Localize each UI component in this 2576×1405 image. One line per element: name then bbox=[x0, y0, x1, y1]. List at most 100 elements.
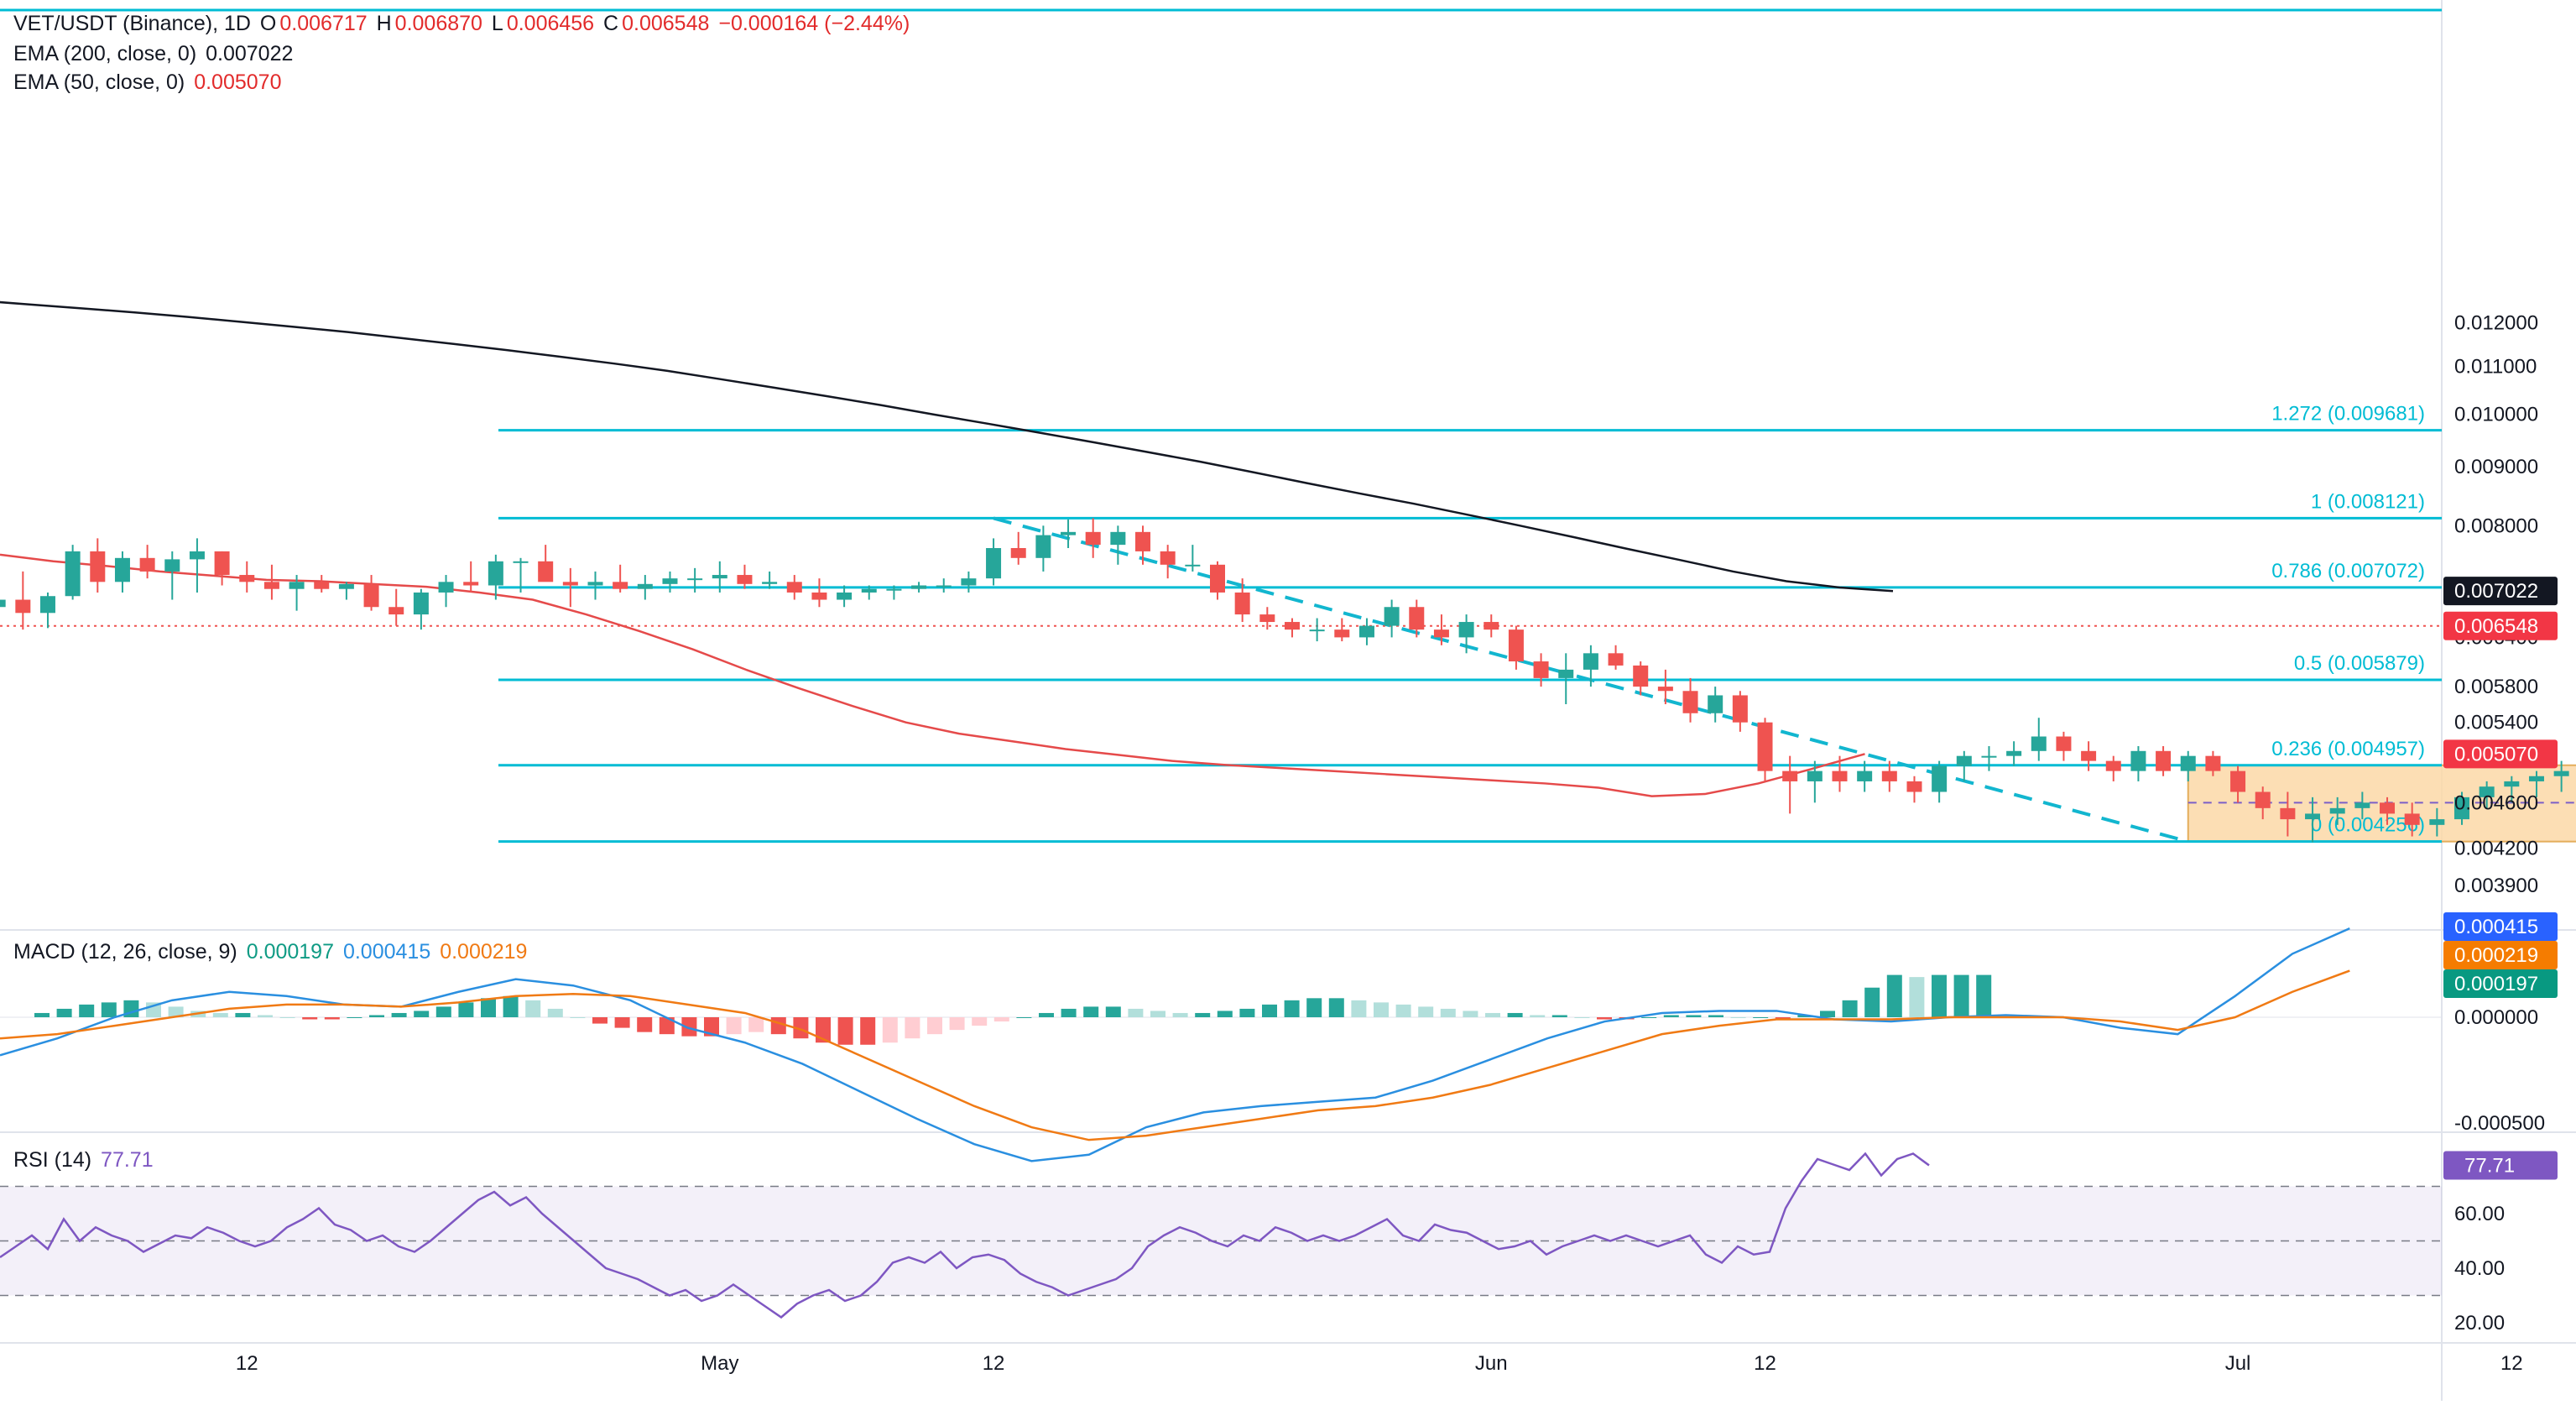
price-axis-tick: 0.004600 bbox=[2454, 791, 2538, 814]
macd-histogram-bar bbox=[1820, 1011, 1835, 1017]
candle-body bbox=[2006, 750, 2022, 756]
price-axis-tick: 0.009000 bbox=[2454, 456, 2538, 478]
macd-histogram-bar bbox=[837, 1017, 853, 1045]
candle-body bbox=[737, 575, 753, 584]
macd-line-value: 0.000415 bbox=[342, 940, 431, 964]
candle-body bbox=[687, 578, 703, 581]
candle-body bbox=[2031, 736, 2047, 751]
candle-body bbox=[2230, 770, 2246, 792]
macd-histogram-bar bbox=[1530, 1015, 1546, 1017]
candle-body bbox=[1708, 695, 1723, 713]
candle-body bbox=[263, 582, 279, 589]
candle-body bbox=[463, 582, 479, 586]
macd-histogram-bar bbox=[1797, 1015, 1813, 1017]
candle-body bbox=[1633, 665, 1649, 687]
high-label: H bbox=[376, 12, 392, 35]
candle-body bbox=[388, 607, 404, 615]
candle-body bbox=[1185, 564, 1201, 567]
candle-body bbox=[2380, 802, 2396, 814]
ema50-label: EMA (50, close, 0) bbox=[13, 71, 185, 94]
candle-body bbox=[189, 551, 205, 560]
candle-body bbox=[2180, 755, 2196, 771]
macd-tag-label: 0.000415 bbox=[2454, 916, 2538, 938]
candle-body bbox=[1932, 765, 1948, 792]
time-axis-tick: 12 bbox=[236, 1352, 258, 1375]
low-label: L bbox=[491, 12, 503, 35]
rsi-value: 77.71 bbox=[101, 1148, 154, 1172]
candle-body bbox=[2105, 760, 2121, 771]
macd-histogram-bar bbox=[1128, 1008, 1144, 1017]
candle-body bbox=[2528, 776, 2544, 781]
rsi-tag-bg bbox=[2443, 1151, 2558, 1180]
macd-histogram-bar bbox=[592, 1017, 607, 1024]
ema200-legend[interactable]: EMA (200, close, 0) 0.007022 bbox=[13, 42, 296, 66]
candle-body bbox=[1832, 770, 1848, 781]
price-tag-label: 0.007022 bbox=[2454, 580, 2538, 603]
macd-histogram-bar bbox=[1953, 974, 1969, 1017]
candle-body bbox=[114, 557, 130, 582]
macd-histogram-bar bbox=[659, 1017, 675, 1035]
candle-body bbox=[39, 596, 55, 614]
ema200-label: EMA (200, close, 0) bbox=[13, 42, 197, 65]
time-axis-tick: 12 bbox=[2500, 1352, 2523, 1375]
macd-histogram-bar bbox=[1686, 1015, 1702, 1017]
candle-body bbox=[2205, 755, 2221, 771]
macd-histogram-bar bbox=[726, 1017, 742, 1035]
macd-histogram-bar bbox=[1195, 1012, 1211, 1017]
candle-body bbox=[1085, 531, 1101, 546]
candle-body bbox=[1583, 653, 1598, 670]
close-label: C bbox=[603, 12, 619, 35]
rsi-legend[interactable]: RSI (14) 77.71 bbox=[13, 1148, 157, 1173]
candle-body bbox=[2329, 807, 2345, 814]
macd-histogram-bar bbox=[1239, 1008, 1255, 1017]
candle-body bbox=[2130, 750, 2146, 771]
macd-axis-tick: -0.000500 bbox=[2454, 1112, 2545, 1135]
candle-body bbox=[239, 575, 255, 582]
candle-body bbox=[1782, 770, 1798, 781]
candle-body bbox=[587, 582, 603, 586]
candle-body bbox=[762, 582, 778, 584]
macd-tag-label: 0.000197 bbox=[2454, 973, 2538, 995]
macd-histogram-bar bbox=[637, 1017, 653, 1032]
macd-histogram-bar bbox=[748, 1017, 764, 1032]
low-value: 0.006456 bbox=[506, 12, 595, 35]
candle-body bbox=[1732, 695, 1748, 723]
candle-body bbox=[2504, 781, 2520, 787]
macd-histogram-bar bbox=[1395, 1004, 1411, 1017]
macd-histogram-bar bbox=[1597, 1017, 1612, 1020]
candle-body bbox=[1881, 770, 1897, 781]
candle-body bbox=[1110, 531, 1126, 546]
macd-legend[interactable]: MACD (12, 26, close, 9) 0.000197 0.00041… bbox=[13, 940, 530, 964]
candle-body bbox=[1358, 625, 1374, 638]
candle-body bbox=[1608, 653, 1624, 666]
macd-signal-value: 0.000219 bbox=[440, 940, 528, 964]
price-axis-tick: 0.004200 bbox=[2454, 838, 2538, 860]
candle-body bbox=[2354, 802, 2370, 808]
candle-body bbox=[2305, 813, 2321, 820]
macd-histogram-bar bbox=[1262, 1004, 1277, 1017]
candle-body bbox=[1259, 614, 1275, 623]
macd-histogram-bar bbox=[212, 1012, 228, 1017]
macd-histogram-bar bbox=[1217, 1011, 1233, 1017]
macd-histogram-bar bbox=[1507, 1012, 1523, 1017]
macd-histogram-bar bbox=[1909, 977, 1925, 1017]
macd-histogram-bar bbox=[279, 1017, 295, 1018]
macd-histogram-bar bbox=[1663, 1015, 1679, 1017]
macd-histogram-bar bbox=[972, 1017, 988, 1026]
candle-body bbox=[1807, 770, 1822, 781]
ema50-legend[interactable]: EMA (50, close, 0) 0.005070 bbox=[13, 71, 284, 95]
macd-histogram-bar bbox=[860, 1017, 876, 1045]
candle-body bbox=[438, 582, 454, 593]
candle-body bbox=[413, 592, 429, 615]
macd-histogram-bar bbox=[1551, 1015, 1567, 1017]
macd-histogram-bar bbox=[435, 1006, 451, 1017]
candle-body bbox=[1682, 691, 1698, 713]
candle-body bbox=[1484, 622, 1499, 630]
candle-body bbox=[2454, 797, 2469, 820]
candle-body bbox=[1558, 669, 1574, 678]
candle-body bbox=[139, 557, 155, 572]
candle-body bbox=[961, 578, 977, 586]
macd-histogram-bar bbox=[56, 1008, 72, 1017]
price-axis-tick: 0.005400 bbox=[2454, 712, 2538, 734]
price-tag-bg bbox=[2443, 739, 2558, 769]
